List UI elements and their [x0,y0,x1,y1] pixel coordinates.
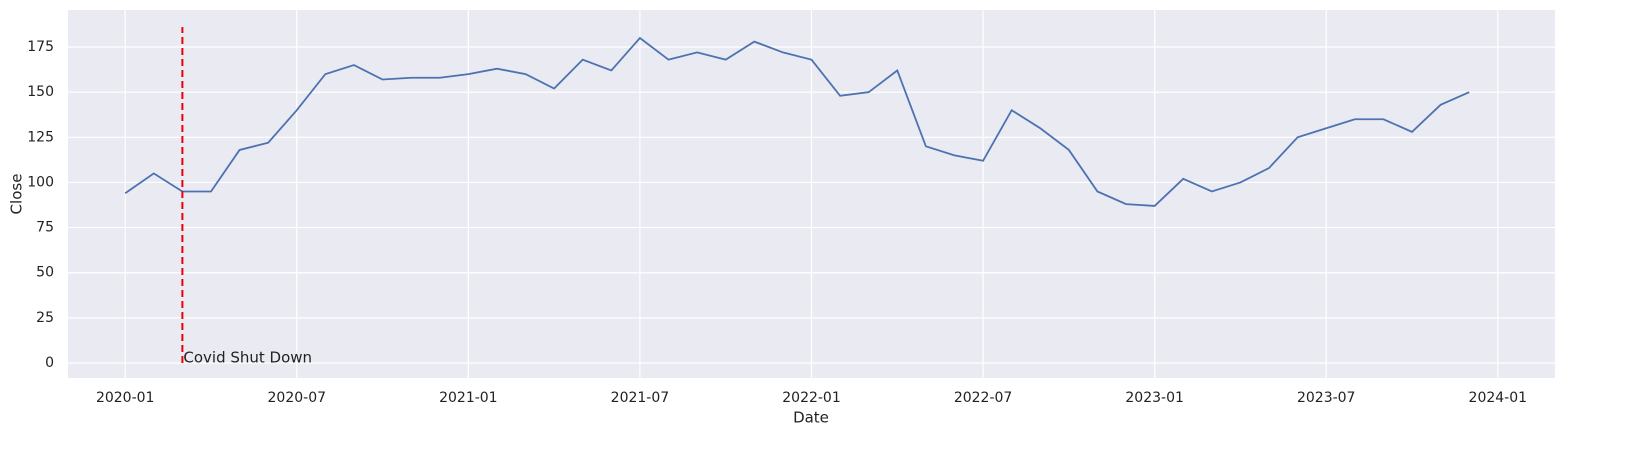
y-tick-label: 50 [36,265,54,281]
x-axis-label: Date [793,409,829,427]
x-tick-label: 2022-01 [782,390,841,406]
x-tick-label: 2020-01 [96,390,155,406]
event-label: Covid Shut Down [183,349,312,367]
y-tick-label: 150 [27,84,54,100]
y-axis-label: Close [8,174,26,215]
y-tick-label: 75 [36,220,54,236]
y-tick-label: 125 [27,129,54,145]
x-tick-label: 2020-07 [268,390,327,406]
y-tick-label: 175 [27,39,54,55]
line-series [124,36,1470,207]
x-tick-label: 2022-07 [954,390,1013,406]
x-tick-label: 2021-07 [611,390,670,406]
x-tick-label: 2021-01 [439,390,498,406]
x-tick-label: 2024-01 [1469,390,1528,406]
y-tick-label: 100 [27,174,54,190]
y-tick-label: 25 [36,310,54,326]
x-tick-label: 2023-07 [1297,390,1356,406]
y-tick-label: 0 [45,355,54,371]
x-tick-label: 2023-01 [1125,390,1184,406]
